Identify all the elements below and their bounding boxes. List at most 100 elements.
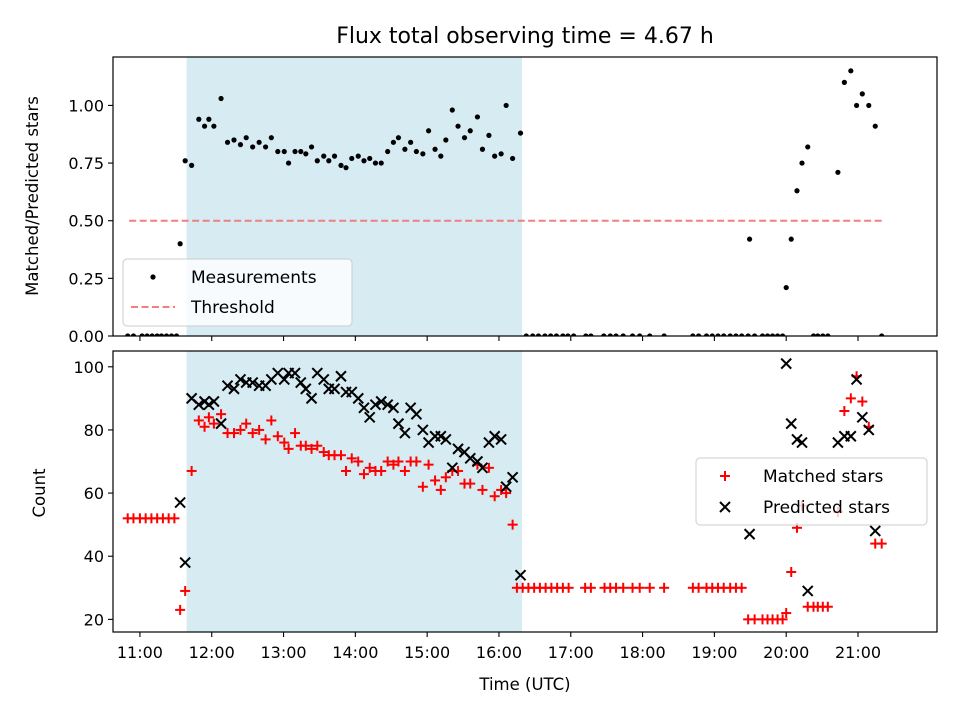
predicted-stars-point xyxy=(369,398,382,411)
matched-stars-point xyxy=(839,405,850,416)
measurement-point xyxy=(378,160,384,166)
predicted-stars-point xyxy=(446,462,459,474)
predicted-stars-point xyxy=(785,417,797,430)
x-b xyxy=(228,383,240,395)
matched-stars-point xyxy=(254,424,265,435)
bottom-y-tick-label: 100 xyxy=(73,358,104,377)
legend-measurements-marker xyxy=(150,274,156,280)
measurement-point xyxy=(637,333,643,336)
x-b xyxy=(300,383,312,395)
matched-stars-point xyxy=(585,582,596,593)
measurement-point xyxy=(168,333,175,336)
measurement-point xyxy=(703,333,710,336)
matched-stars-point xyxy=(175,604,186,615)
predicted-stars-point xyxy=(863,424,875,436)
predicted-stars-point xyxy=(845,430,857,442)
measurement-point xyxy=(275,148,281,155)
x-b xyxy=(780,357,792,370)
measurement-point xyxy=(125,333,131,336)
measurement-point xyxy=(690,333,696,336)
measurement-point xyxy=(292,148,298,155)
x-b xyxy=(791,433,803,446)
x-b xyxy=(278,373,290,386)
measurement-point xyxy=(535,333,542,336)
x-b xyxy=(404,402,417,414)
measurement-point xyxy=(841,79,847,85)
measurement-point xyxy=(338,162,344,168)
x-b xyxy=(375,395,387,408)
measurement-point xyxy=(715,333,721,336)
x-b xyxy=(208,395,220,408)
measurement-point xyxy=(218,95,224,102)
predicted-stars-point xyxy=(476,462,489,474)
measurement-point xyxy=(201,123,208,129)
measurement-point xyxy=(866,102,872,109)
measurement-point xyxy=(262,144,269,150)
measurement-point xyxy=(783,284,789,291)
matched-stars-point xyxy=(659,582,670,593)
measurement-point xyxy=(486,132,492,138)
measurement-point xyxy=(196,116,202,122)
measurement-point xyxy=(139,333,145,336)
measurement-point xyxy=(815,333,821,336)
measurement-point xyxy=(498,151,504,157)
measurement-point xyxy=(661,333,667,336)
measurement-point xyxy=(343,165,349,171)
predicted-stars-point xyxy=(203,398,215,411)
measurement-point xyxy=(709,333,715,336)
matched-stars-point xyxy=(618,582,629,593)
predicted-stars-point xyxy=(246,376,259,389)
measurement-point xyxy=(130,333,137,336)
measurement-point xyxy=(224,139,231,145)
bottom-legend: Matched stars Predicted stars xyxy=(695,457,928,526)
measurement-point xyxy=(721,333,727,336)
matched-stars-point xyxy=(388,459,399,470)
measurement-point xyxy=(745,333,751,336)
measurement-point xyxy=(367,155,373,162)
matched-stars-point xyxy=(279,437,290,448)
measurement-point xyxy=(420,151,426,157)
matched-stars-point xyxy=(376,465,387,476)
predicted-stars-point xyxy=(796,436,808,449)
x-b xyxy=(471,455,484,468)
bottom-y-tick-label: 60 xyxy=(84,484,104,503)
x-b xyxy=(358,402,370,414)
legend-matched-label: Matched stars xyxy=(763,467,883,487)
x-b xyxy=(364,411,376,424)
top-y-tick-label: 0.75 xyxy=(68,154,104,173)
matched-stars-point xyxy=(781,608,792,619)
predicted-stars-point xyxy=(514,569,527,581)
measurement-point xyxy=(474,114,481,120)
measurement-point xyxy=(438,153,444,159)
predicted-stars-point xyxy=(221,380,234,392)
x-b xyxy=(185,392,198,405)
measurement-point xyxy=(256,139,262,145)
bottom-series-predicted-stars xyxy=(174,357,881,597)
x-b xyxy=(174,496,186,509)
measurement-point xyxy=(607,333,613,336)
x-b xyxy=(495,433,507,446)
measurement-point xyxy=(408,139,414,145)
measurement-point xyxy=(764,333,771,336)
matched-stars-point xyxy=(634,582,645,593)
x-b xyxy=(246,376,259,389)
legend-threshold-label: Threshold xyxy=(190,298,275,318)
predicted-stars-point xyxy=(464,452,476,465)
top-y-axis-label: Matched/Predicted stars xyxy=(23,96,42,296)
top-axes-frame xyxy=(112,56,938,337)
matched-stars-point xyxy=(501,488,512,499)
x-b xyxy=(311,367,324,379)
x-b xyxy=(802,585,814,597)
x-tick-label: 12:00 xyxy=(189,643,235,662)
measurement-point xyxy=(560,333,566,336)
measurement-point xyxy=(268,135,274,141)
measurement-point xyxy=(326,158,332,164)
measurement-point xyxy=(695,333,702,336)
measurement-point xyxy=(149,333,155,336)
bottom-legend-box xyxy=(695,457,928,526)
measurement-point xyxy=(158,333,165,336)
measurement-point xyxy=(298,148,304,155)
x-b xyxy=(215,417,227,430)
predicted-stars-point xyxy=(802,585,814,597)
